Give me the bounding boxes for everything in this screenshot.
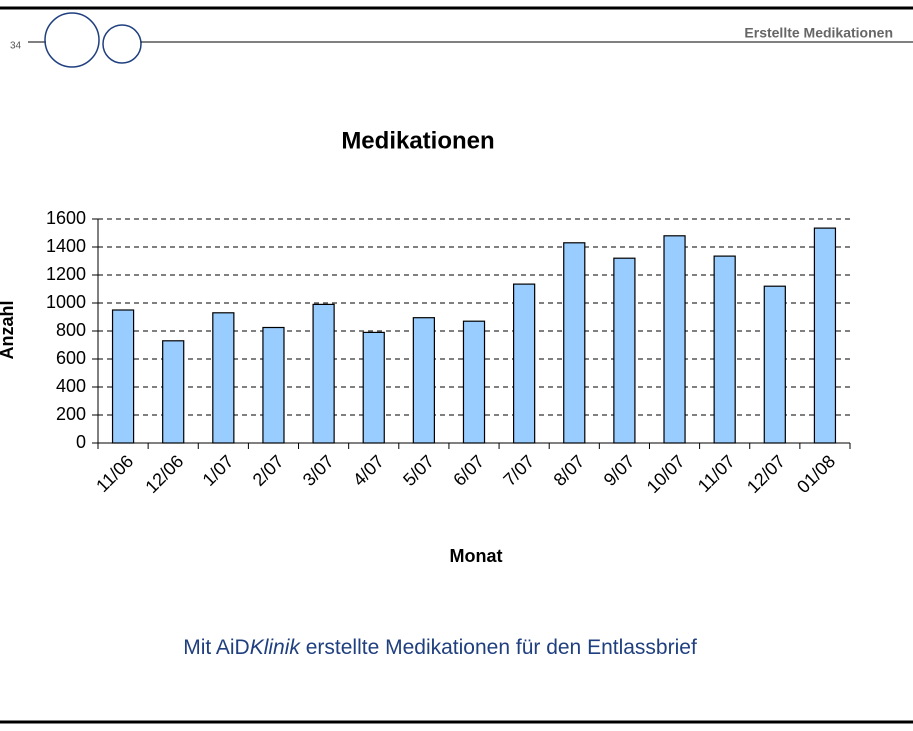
- bar: [312, 303, 335, 444]
- bar: [713, 255, 736, 444]
- x-tick-label: 12/07: [743, 451, 789, 497]
- x-tick-label: 01/08: [793, 451, 839, 497]
- caption-part: Klinik: [250, 636, 302, 659]
- y-tick-label: 1400: [46, 236, 86, 256]
- bar: [462, 320, 486, 444]
- bar: [111, 309, 135, 444]
- x-tick-label: 9/07: [600, 451, 639, 490]
- bar: [412, 317, 435, 444]
- y-tick-label: 0: [76, 432, 86, 452]
- x-tick-label: 2/07: [249, 451, 288, 490]
- bar: [613, 257, 636, 444]
- bar: [813, 227, 837, 444]
- y-tick-label: 1200: [46, 264, 86, 284]
- x-tick-label: 12/06: [141, 451, 187, 497]
- caption-part: erstellte Medikationen für den Entlassbr…: [300, 636, 697, 659]
- x-tick-label: 1/07: [199, 451, 238, 490]
- y-tick-label: 600: [56, 348, 86, 368]
- x-tick-label: 10/07: [643, 451, 689, 497]
- bar: [513, 283, 536, 444]
- y-axis-label: Anzahl: [0, 300, 17, 359]
- x-tick-label: 11/07: [694, 451, 739, 496]
- header-circle: [44, 12, 100, 68]
- x-tick-label: 3/07: [299, 451, 338, 490]
- caption-part: Mit AiD: [183, 636, 250, 659]
- y-tick-label: 400: [56, 376, 86, 396]
- header-circle: [102, 24, 142, 64]
- x-tick-label: 7/07: [499, 451, 538, 490]
- x-tick-label: 8/07: [550, 451, 589, 490]
- x-tick-label: 4/07: [349, 451, 388, 490]
- page-number: 34: [10, 41, 22, 52]
- bar: [212, 312, 235, 444]
- bar: [663, 235, 686, 444]
- chart-title: Medikationen: [341, 127, 494, 154]
- x-tick-label: 5/07: [399, 451, 438, 490]
- bar: [162, 340, 185, 444]
- bar: [763, 285, 786, 444]
- bar: [362, 331, 385, 444]
- bar: [262, 326, 285, 444]
- y-tick-label: 800: [56, 320, 86, 340]
- x-tick-label: 6/07: [449, 451, 488, 490]
- bar: [563, 242, 586, 444]
- caption: Mit AiDKlinik erstellte Medikationen für…: [183, 636, 697, 659]
- y-tick-label: 1600: [46, 208, 86, 228]
- header-title: Erstellte Medikationen: [744, 25, 893, 41]
- y-tick-label: 1000: [46, 292, 86, 312]
- y-tick-label: 200: [56, 404, 86, 424]
- x-tick-label: 11/06: [92, 451, 137, 496]
- x-axis-label: Monat: [450, 546, 503, 566]
